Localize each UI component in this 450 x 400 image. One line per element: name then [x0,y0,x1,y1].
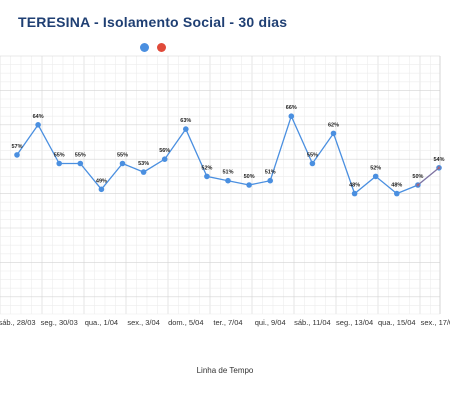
data-label: 63% [180,118,191,124]
x-tick-label: seg., 13/04 [336,318,373,327]
data-label: 55% [54,153,65,159]
x-tick-label: qua., 15/04 [378,318,416,327]
data-label: 49% [96,178,107,184]
x-tick-label: sex., 3/04 [127,318,160,327]
data-label: 48% [391,183,402,189]
data-label: 54% [433,157,444,163]
data-point [372,173,379,180]
data-label: 52% [201,165,212,171]
data-point [267,177,274,184]
x-tick-label: ter., 7/04 [213,318,242,327]
data-point [183,126,189,132]
chart-title: TERESINA - Isolamento Social - 30 dias [18,14,288,30]
data-point [140,169,147,175]
data-label: 57% [11,144,22,150]
data-label: 56% [159,148,170,154]
data-point [309,160,316,167]
data-point [330,130,337,137]
data-point [394,190,400,197]
data-label: 51% [265,170,276,176]
x-tick-label: sáb., 28/03 [0,318,36,327]
data-point [288,113,295,119]
data-point [225,177,231,184]
data-point [161,156,168,162]
data-label: 51% [222,170,233,176]
data-point [98,186,105,193]
data-point [35,122,41,128]
x-tick-label: sex., 17/04 [421,318,450,327]
data-label: 48% [349,183,360,189]
x-tick-label: qui., 9/04 [255,318,286,327]
x-axis-label: Linha de Tempo [196,366,254,375]
data-point [351,190,358,197]
x-tick-label: qua., 1/04 [85,318,118,327]
data-label: 50% [412,174,423,180]
data-label: 55% [307,153,318,159]
legend-marker-series-2 [157,43,166,52]
x-tick-label: seg., 30/03 [41,318,78,327]
data-label: 55% [117,153,128,159]
data-label: 64% [33,114,44,120]
x-tick-label: dom., 5/04 [168,318,203,327]
data-point [14,152,20,158]
legend-marker-series-1 [140,43,149,52]
data-label: 53% [138,161,149,167]
data-label: 52% [370,165,381,171]
data-label: 55% [75,153,86,159]
data-label: 50% [244,174,255,180]
data-point [119,160,126,167]
x-tick-label: sáb., 11/04 [294,318,331,327]
data-point [437,166,441,170]
data-point [204,173,210,180]
data-label: 66% [286,105,297,111]
data-point [416,183,420,187]
data-point [77,160,84,167]
data-point [246,182,252,188]
data-label: 62% [328,122,339,128]
data-point [56,160,62,167]
series-line-2 [417,167,440,186]
